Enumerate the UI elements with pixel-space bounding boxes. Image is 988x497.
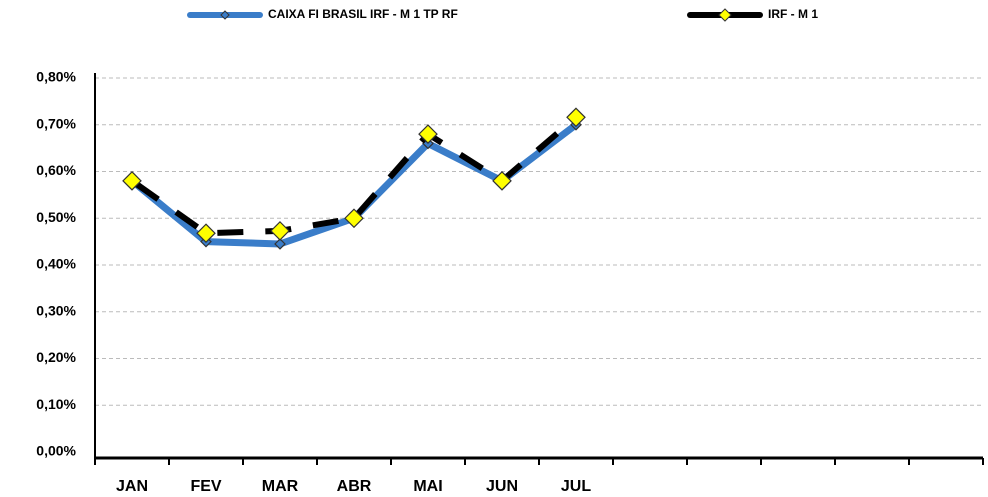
legend-item: CAIXA FI BRASIL IRF - M 1 TP RF <box>187 7 458 21</box>
marker <box>270 221 290 241</box>
y-tick-label: 0,50% <box>36 209 76 225</box>
x-tick-label: JUN <box>486 478 518 495</box>
y-tick-label: 0,20% <box>36 349 76 365</box>
y-tick-label: 0,70% <box>36 115 76 131</box>
marker <box>566 107 586 128</box>
legend-item: IRF - M 1 <box>687 7 818 22</box>
y-tick-label: 0,60% <box>36 162 76 178</box>
y-tick-label: 0,00% <box>36 443 76 459</box>
x-tick-label: JAN <box>116 478 148 495</box>
marker <box>492 171 512 191</box>
y-tick-label: 0,10% <box>36 396 76 412</box>
x-tick-label: MAI <box>413 478 442 495</box>
marker <box>274 238 286 250</box>
legend-label: IRF - M 1 <box>768 7 818 21</box>
x-tick-label: JUL <box>561 478 591 495</box>
marker <box>418 124 438 144</box>
legend-label: CAIXA FI BRASIL IRF - M 1 TP RF <box>268 7 458 21</box>
y-tick-label: 0,80% <box>36 69 76 85</box>
legend-marker <box>718 8 732 22</box>
marker <box>196 223 216 244</box>
marker <box>344 208 364 229</box>
y-tick-label: 0,30% <box>36 302 76 318</box>
legend-marker <box>220 10 230 20</box>
y-tick-label: 0,40% <box>36 256 76 272</box>
x-tick-label: MAR <box>262 478 299 495</box>
x-tick-label: ABR <box>337 478 372 495</box>
marker <box>122 171 142 191</box>
x-tick-label: FEV <box>190 478 221 495</box>
